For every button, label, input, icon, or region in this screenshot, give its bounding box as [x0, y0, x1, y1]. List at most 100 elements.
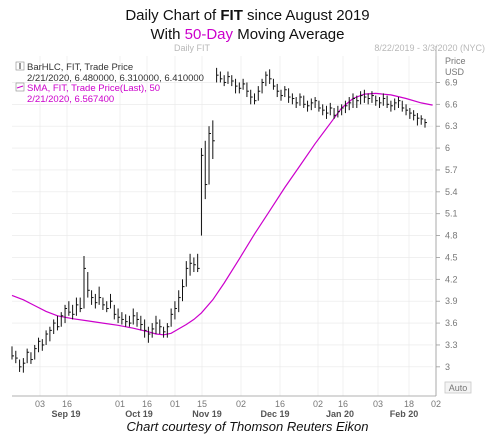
price-bar	[409, 107, 412, 119]
price-bar	[144, 319, 147, 338]
y-axis-title: Price	[445, 56, 466, 66]
price-bar	[49, 326, 52, 342]
price-bar	[75, 297, 79, 316]
subtitle-prefix: With	[150, 26, 185, 43]
price-bar	[424, 118, 427, 128]
price-bar	[15, 350, 18, 364]
price-bar	[151, 323, 155, 338]
y-tick-label: 4.5	[445, 252, 458, 262]
price-bar	[223, 75, 227, 87]
price-bar	[163, 326, 166, 338]
price-bar	[341, 104, 344, 116]
price-bar	[56, 315, 60, 331]
x-day-tick-label: 16	[62, 399, 72, 409]
price-bar	[98, 286, 102, 305]
price-bar	[337, 105, 340, 118]
price-bar	[219, 71, 223, 83]
legend-label: SMA, FIT, Trade Price(Last), 50	[27, 83, 160, 94]
price-bar	[322, 104, 325, 116]
price-bar	[390, 100, 393, 112]
price-bar	[30, 352, 33, 364]
price-bar	[182, 279, 185, 302]
price-bar	[117, 308, 121, 324]
price-bar	[235, 78, 238, 94]
title-ticker: FIT	[220, 7, 243, 24]
price-bar	[420, 115, 424, 125]
price-bar	[276, 83, 280, 98]
x-day-tick-label: 02	[313, 399, 323, 409]
price-bar	[360, 91, 363, 105]
price-bar	[291, 93, 295, 105]
title-suffix: since August 2019	[242, 7, 370, 24]
price-bar	[170, 308, 174, 327]
price-bar	[265, 71, 268, 87]
price-bar	[344, 100, 348, 114]
price-bar	[174, 301, 177, 320]
y-axis-title: USD	[445, 67, 465, 77]
price-bar	[269, 69, 272, 84]
sma-line	[11, 92, 433, 336]
x-day-tick-label: 16	[338, 399, 348, 409]
x-day-tick-label: 18	[404, 399, 414, 409]
price-bar	[397, 97, 401, 108]
price-bar	[64, 304, 68, 324]
price-chart[interactable]: 6.9 6.6 6.3 6 5.7 5.4 5.1 4.8 4.5 4.2 3.9 3.6 3.3 3 Pr…	[0, 0, 495, 420]
price-bar	[91, 290, 94, 305]
x-month-label: Dec 19	[260, 409, 289, 419]
subtitle-suffix: Moving Average	[233, 26, 345, 43]
price-bar	[363, 89, 367, 103]
price-bar	[379, 97, 382, 108]
y-tick-label: 3	[445, 362, 450, 372]
y-tick-label: 6	[445, 143, 450, 153]
price-bar	[288, 88, 291, 103]
x-day-tick-label: 01	[115, 399, 125, 409]
price-bar	[189, 253, 193, 276]
price-bar	[204, 140, 208, 200]
price-bar	[318, 100, 321, 112]
y-tick-label: 6.3	[445, 121, 458, 131]
price-bar	[197, 253, 200, 273]
price-bar	[242, 78, 246, 90]
y-tick-label: 4.2	[445, 274, 458, 284]
chart-watermark: Daily FIT	[174, 43, 211, 53]
price-bar	[200, 148, 204, 236]
title-prefix: Daily Chart of	[125, 7, 221, 24]
price-bar	[87, 272, 90, 298]
price-bars	[11, 67, 427, 373]
price-bar	[295, 97, 299, 108]
legend-values: 2/21/2020, 6.567400	[27, 94, 114, 105]
price-bar	[11, 346, 14, 360]
price-bar	[193, 257, 196, 273]
y-axis: 6.9 6.6 6.3 6 5.7 5.4 5.1 4.8 4.5 4.2 3.9 3.6 3.3 3 Pr…	[435, 46, 466, 396]
y-tick-label: 3.6	[445, 318, 458, 328]
x-month-label: Feb 20	[390, 409, 419, 419]
price-bar	[325, 105, 329, 119]
x-month-label: Jan 20	[326, 409, 354, 419]
price-bar	[216, 67, 219, 83]
price-bar	[356, 95, 359, 108]
price-bar	[261, 78, 265, 94]
auto-scale-button[interactable]: Auto	[444, 381, 472, 394]
line-icon	[15, 82, 25, 92]
price-bar	[310, 98, 314, 111]
price-bar	[113, 304, 117, 320]
price-bar	[45, 330, 49, 345]
price-bar	[238, 82, 242, 94]
price-bar	[303, 95, 306, 108]
price-bar	[106, 301, 109, 313]
price-bar	[280, 89, 284, 101]
x-day-tick-label: 16	[275, 399, 285, 409]
auto-scale-label: Auto	[449, 383, 468, 393]
x-month-label: Oct 19	[125, 409, 153, 419]
chart-caption: Chart courtesy of Thomson Reuters Eikon	[126, 419, 369, 434]
price-bar	[110, 293, 113, 309]
subtitle-highlight: 50-Day	[184, 26, 234, 43]
price-bar	[253, 93, 257, 105]
x-day-tick-label: 02	[431, 399, 441, 409]
x-month-label: Sep 19	[51, 409, 80, 419]
x-day-tick-label: 03	[35, 399, 45, 409]
price-bar	[140, 315, 143, 331]
x-day-tick-label: 03	[373, 399, 383, 409]
y-tick-label: 5.1	[445, 209, 458, 219]
